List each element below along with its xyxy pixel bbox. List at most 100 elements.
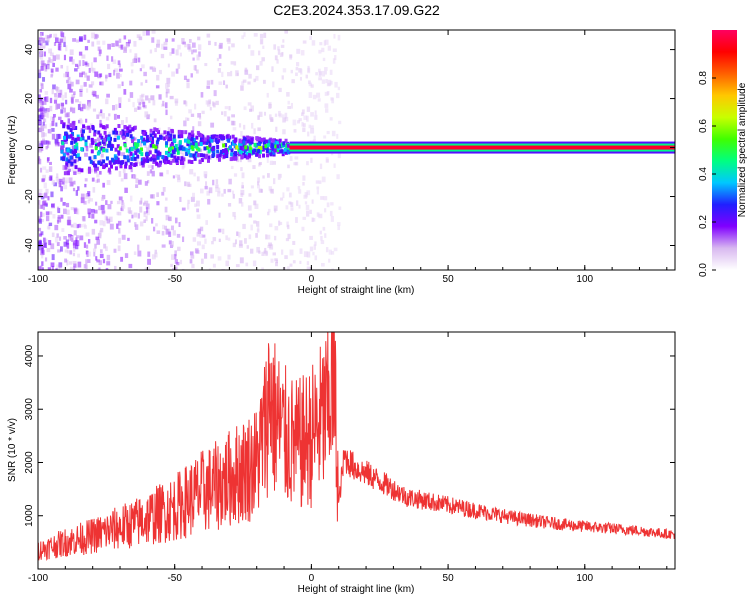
band-pixel — [271, 146, 275, 151]
noise-speckle — [116, 211, 120, 216]
noise-speckle — [96, 259, 101, 263]
noise-speckle — [115, 104, 118, 110]
noise-speckle — [129, 49, 132, 53]
band-pixel — [158, 160, 162, 165]
noise-speckle — [84, 126, 88, 130]
noise-speckle — [106, 93, 110, 98]
band-pixel — [132, 126, 136, 131]
noise-speckle — [55, 67, 59, 72]
noise-speckle — [46, 107, 50, 113]
band-pixel — [216, 140, 220, 145]
noise-speckle — [73, 265, 76, 270]
noise-speckle — [123, 173, 128, 180]
noise-speckle — [47, 65, 50, 70]
band-pixel — [122, 135, 126, 140]
noise-speckle — [307, 131, 310, 137]
noise-speckle — [337, 225, 341, 231]
band-pixel — [65, 162, 69, 167]
noise-speckle — [298, 204, 301, 209]
band-pixel — [123, 143, 127, 148]
band-pixel — [142, 159, 146, 164]
noise-speckle — [318, 180, 322, 184]
band-pixel — [69, 155, 73, 160]
noise-speckle — [78, 60, 82, 67]
noise-speckle — [113, 69, 116, 76]
noise-speckle — [171, 38, 175, 42]
band-pixel — [267, 139, 271, 144]
noise-speckle — [48, 166, 53, 172]
noise-speckle — [306, 261, 310, 266]
noise-speckle — [57, 215, 61, 219]
noise-speckle — [269, 160, 274, 165]
snr-ytick-label: 4000 — [24, 344, 35, 367]
noise-speckle — [43, 97, 47, 101]
noise-speckle — [165, 228, 169, 235]
noise-speckle — [69, 56, 73, 62]
noise-speckle — [324, 91, 329, 96]
noise-speckle — [49, 105, 53, 112]
noise-speckle — [118, 196, 123, 201]
band-pixel — [87, 135, 91, 140]
band-pixel — [264, 139, 268, 144]
noise-speckle — [71, 94, 76, 99]
noise-speckle — [114, 68, 118, 73]
noise-speckle — [236, 156, 240, 163]
snr-series-line — [38, 332, 675, 561]
noise-speckle — [155, 43, 160, 48]
noise-speckle — [67, 153, 70, 160]
noise-speckle — [182, 162, 186, 168]
band-pixel — [98, 141, 102, 146]
noise-speckle — [225, 84, 228, 89]
noise-speckle — [227, 237, 231, 241]
noise-speckle — [41, 45, 46, 49]
noise-speckle — [315, 72, 318, 76]
noise-speckle — [63, 107, 66, 113]
band-pixel — [163, 160, 167, 165]
noise-speckle — [145, 95, 149, 101]
noise-speckle — [98, 49, 102, 54]
noise-speckle — [205, 181, 208, 186]
noise-speckle — [125, 135, 128, 142]
noise-speckle — [49, 58, 54, 64]
noise-speckle — [290, 102, 294, 109]
noise-speckle — [83, 264, 87, 269]
noise-speckle — [249, 108, 253, 112]
snr-frame — [37, 331, 676, 570]
noise-speckle — [49, 52, 54, 57]
band-pixel — [169, 146, 173, 151]
noise-speckle — [218, 54, 222, 59]
noise-speckle — [164, 225, 168, 230]
noise-speckle — [213, 90, 217, 97]
noise-speckle — [131, 69, 134, 74]
noise-speckle — [320, 235, 323, 241]
noise-speckle — [248, 73, 252, 79]
noise-speckle — [199, 233, 203, 238]
noise-speckle — [51, 232, 55, 238]
noise-speckle — [38, 115, 43, 119]
snr-ytick-label: 1000 — [24, 504, 35, 527]
noise-speckle — [296, 62, 300, 67]
band-pixel — [60, 145, 64, 150]
noise-speckle — [59, 38, 64, 43]
noise-speckle — [193, 172, 196, 177]
noise-speckle — [42, 204, 45, 210]
noise-speckle — [121, 152, 125, 157]
noise-speckle — [73, 263, 77, 268]
noise-speckle — [248, 44, 251, 49]
noise-speckle — [309, 235, 313, 240]
noise-speckle — [45, 188, 49, 194]
noise-speckle — [77, 169, 81, 175]
band-pixel — [243, 154, 247, 159]
noise-speckle — [296, 200, 299, 206]
band-pixel — [128, 165, 132, 170]
noise-speckle — [89, 143, 93, 148]
noise-speckle — [289, 54, 293, 60]
noise-speckle — [75, 79, 80, 85]
noise-speckle — [126, 43, 129, 48]
noise-speckle — [144, 143, 147, 148]
band-pixel — [205, 145, 209, 150]
noise-speckle — [142, 202, 146, 206]
noise-speckle — [297, 120, 300, 124]
noise-speckle — [41, 113, 44, 119]
noise-speckle — [55, 122, 58, 127]
